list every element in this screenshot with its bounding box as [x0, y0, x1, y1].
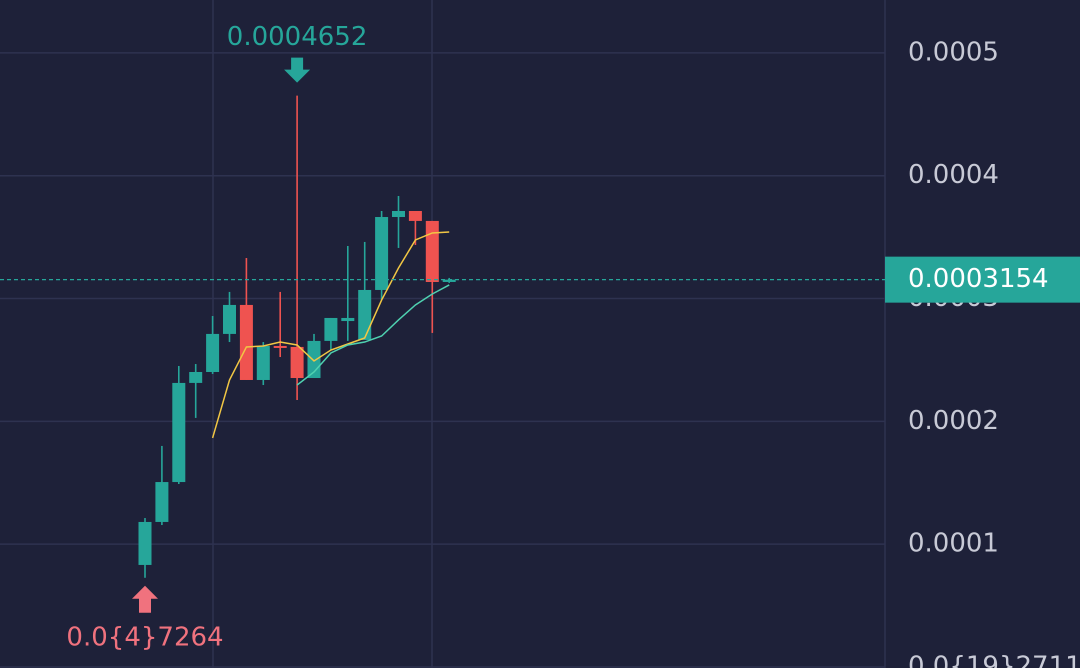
- price-label-box: [885, 256, 1080, 303]
- candle-body: [138, 521, 152, 565]
- ma-line: [296, 284, 450, 386]
- candle-body: [223, 304, 236, 334]
- candle-body: [442, 279, 456, 282]
- y-tick-label: 0.0004: [908, 160, 999, 190]
- low-label: 0.0{4}7264: [66, 622, 223, 652]
- y-tick-label: 0.0005: [908, 37, 999, 67]
- candle-body: [341, 317, 355, 322]
- candle-body: [324, 317, 338, 341]
- candle-body: [256, 345, 270, 380]
- candle-body: [392, 210, 405, 218]
- candle-body: [408, 210, 422, 221]
- candle-body: [358, 289, 372, 340]
- candle-body: [239, 304, 253, 380]
- candle-body: [290, 346, 304, 379]
- candle-body: [206, 333, 220, 373]
- high-arrow: [284, 57, 311, 83]
- y-tick-label: 0.0002: [908, 406, 999, 436]
- y-tick-label: 0.0001: [908, 529, 999, 559]
- price-label: 0.0003154: [908, 264, 1049, 294]
- candle-body: [375, 217, 389, 290]
- high-label: 0.0004652: [227, 22, 368, 52]
- candle-body: [273, 345, 287, 348]
- low-arrow: [132, 585, 158, 613]
- ma-line: [211, 231, 450, 439]
- y-tick-label: 0.0{19}2711: [908, 652, 1080, 668]
- candle-body: [155, 482, 169, 522]
- candle-body: [172, 382, 186, 483]
- candle-body: [425, 220, 439, 282]
- candle-body: [189, 372, 203, 383]
